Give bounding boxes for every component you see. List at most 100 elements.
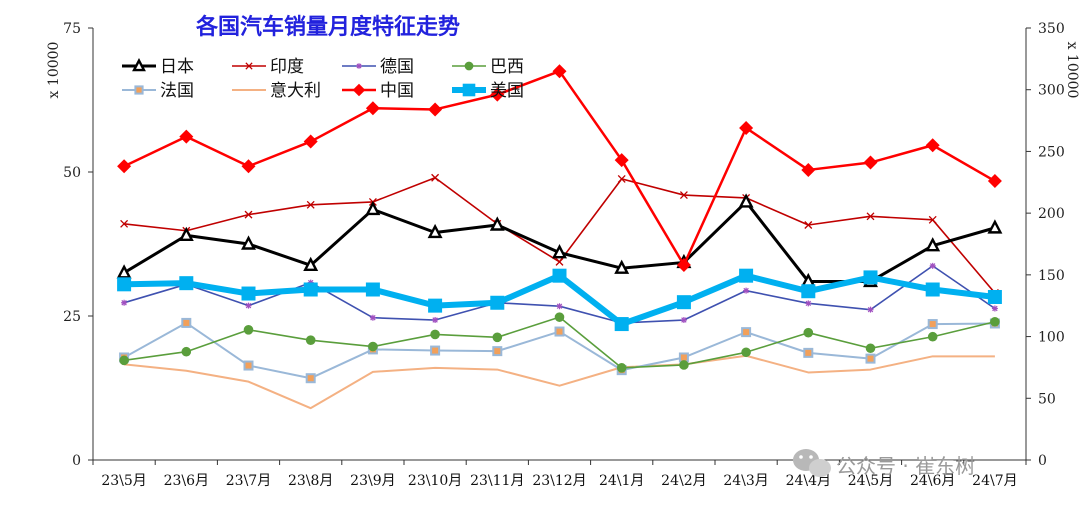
data-point: [614, 317, 629, 332]
data-point: [490, 87, 505, 102]
data-point: [492, 332, 503, 343]
y-right-tick-label: 300: [1038, 83, 1065, 99]
data-point: [179, 276, 194, 291]
data-point: [801, 162, 816, 177]
data-point: [117, 277, 132, 292]
data-point: [432, 317, 439, 324]
data-point: [738, 193, 754, 208]
data-point: [181, 346, 192, 357]
data-point: [617, 174, 626, 183]
data-point: [614, 259, 630, 274]
legend-label: 德国: [380, 57, 414, 77]
series-line: [123, 316, 996, 369]
wechat-icon: [793, 449, 831, 477]
data-point: [925, 138, 940, 153]
data-point: [867, 306, 874, 313]
x-tick-label: 23\11月: [470, 473, 524, 489]
data-point: [490, 295, 505, 310]
data-point: [243, 360, 254, 371]
y-right-tick-label: 0: [1038, 453, 1047, 469]
watermark: 公众号 · 崔东树: [793, 449, 975, 478]
data-point: [428, 298, 443, 313]
series-line: [123, 69, 996, 267]
data-point: [116, 264, 132, 279]
data-point: [303, 134, 318, 149]
x-tick-label: 23\8月: [288, 473, 333, 489]
data-point: [804, 221, 813, 229]
data-point: [614, 153, 629, 168]
data-point: [741, 347, 751, 358]
y-axis-right: 0 50 100 150 200 250 300 350: [1026, 21, 1065, 469]
x-tick-label: 23\9月: [350, 473, 395, 489]
data-point: [554, 312, 565, 322]
data-point: [244, 210, 253, 219]
data-point: [132, 58, 146, 72]
series-意大利: [123, 354, 995, 410]
data-point: [492, 346, 503, 357]
legend-label: 巴西: [490, 57, 524, 77]
series-美国: [117, 268, 1002, 332]
data-point: [741, 327, 752, 338]
data-point: [805, 300, 812, 307]
data-point: [352, 83, 366, 97]
y-right-tick-label: 350: [1038, 21, 1065, 37]
data-point: [865, 353, 876, 364]
legend-label: 法国: [160, 81, 194, 101]
data-point: [803, 347, 814, 358]
axes-frame: [92, 28, 1027, 465]
data-point: [987, 219, 1003, 234]
data-point: [991, 305, 998, 312]
watermark-text: 公众号 · 崔东树: [836, 454, 975, 478]
y-left-tick-label: 50: [63, 165, 81, 181]
data-point: [863, 155, 878, 170]
data-point: [676, 257, 691, 272]
data-point: [927, 319, 938, 330]
data-point: [552, 268, 567, 283]
data-point: [739, 268, 754, 283]
data-point: [245, 302, 252, 309]
data-point: [987, 289, 1002, 304]
data-point: [928, 215, 937, 224]
data-point: [863, 270, 878, 285]
data-point: [929, 262, 936, 269]
legend-label: 中国: [380, 81, 414, 101]
legend-item: 美国: [452, 81, 524, 101]
data-point: [865, 343, 876, 354]
x-tick-label: 23\10月: [408, 473, 462, 489]
data-point: [179, 129, 194, 144]
y-left-tick-label: 0: [72, 453, 81, 469]
data-point: [365, 101, 380, 116]
data-point: [866, 212, 875, 221]
data-point: [303, 282, 318, 297]
data-point: [303, 256, 319, 272]
data-point: [554, 326, 565, 337]
y-right-tick-label: 100: [1038, 330, 1065, 346]
data-point: [430, 329, 440, 340]
data-point: [925, 237, 941, 252]
data-point: [178, 226, 194, 242]
data-point: [117, 159, 132, 174]
x-tick-label: 24\4月: [786, 473, 831, 489]
legend-item: 日本: [122, 57, 194, 77]
legend-label: 印度: [270, 57, 304, 77]
x-axis: 23\5月 23\6月 23\7月 23\8月 23\9月 23\10月 23\11月 23\…: [101, 473, 1017, 489]
data-point: [676, 295, 691, 310]
legend-item: 巴西: [452, 57, 524, 77]
data-point: [679, 360, 689, 370]
data-point: [679, 191, 688, 199]
data-point: [305, 335, 316, 345]
data-point: [181, 317, 192, 328]
data-point: [241, 159, 256, 174]
y-axis-left: 0 25 50 75: [63, 21, 93, 469]
legend-item: 意大利: [232, 81, 321, 101]
data-point: [552, 64, 567, 79]
data-point: [987, 174, 1002, 189]
data-point: [489, 216, 505, 231]
data-point: [368, 341, 378, 352]
data-point: [119, 355, 129, 366]
series-法国: [119, 317, 1000, 384]
y-right-tick-label: 250: [1038, 144, 1065, 160]
y-axis-right-unit: x 10000: [1064, 42, 1080, 99]
data-point: [803, 327, 814, 338]
